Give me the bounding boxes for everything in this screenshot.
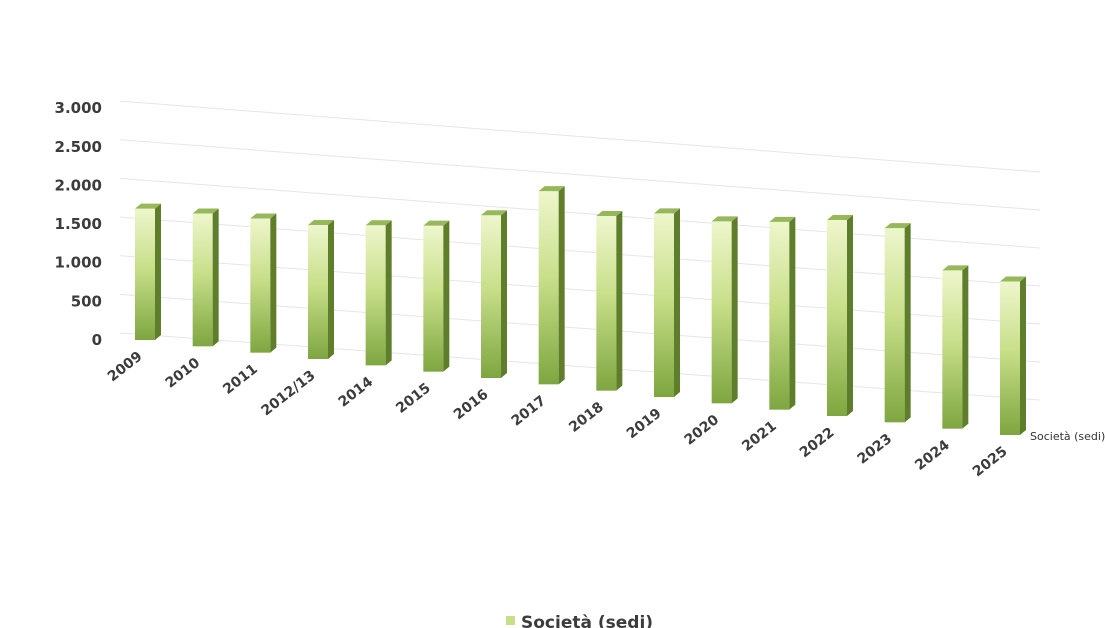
x-tick-label: 2021 xyxy=(739,418,780,455)
bar xyxy=(308,219,334,359)
bar-front xyxy=(135,208,155,340)
bar xyxy=(596,211,623,391)
bar-top xyxy=(423,220,450,226)
x-tick-label: 2010 xyxy=(163,355,204,392)
bar-front xyxy=(711,221,732,404)
bar xyxy=(827,215,853,416)
bar xyxy=(365,220,392,366)
bar-side xyxy=(674,208,680,397)
bar xyxy=(538,186,565,385)
bar xyxy=(711,216,738,404)
bar-top xyxy=(596,211,623,217)
bar-side xyxy=(847,215,853,416)
bar-side xyxy=(616,211,623,391)
y-tick-label: 1.500 xyxy=(55,215,102,233)
bar-side xyxy=(155,203,161,340)
y-tick-label: 0 xyxy=(92,331,102,349)
bar-top xyxy=(1000,276,1026,282)
legend-label: Società (sedi) xyxy=(521,613,653,628)
x-tick-label: 2018 xyxy=(566,399,607,436)
x-tick-label: 2015 xyxy=(393,380,434,417)
bar-top xyxy=(192,208,219,214)
y-tick-label: 2.000 xyxy=(55,176,102,194)
gridline xyxy=(119,100,1041,173)
x-tick-label: 2012/13 xyxy=(259,368,319,420)
bar xyxy=(769,216,796,410)
bar-side xyxy=(270,213,277,353)
bar-top xyxy=(769,216,796,222)
bar-top xyxy=(135,203,161,209)
bar xyxy=(135,203,161,340)
x-tick-label: 2025 xyxy=(970,444,1011,481)
y-tick-label: 1.000 xyxy=(55,254,102,272)
legend: Società (sedi) xyxy=(506,613,653,628)
bar-side xyxy=(1020,276,1026,435)
bar-top xyxy=(308,219,334,225)
bar-top xyxy=(654,208,680,214)
bar xyxy=(884,223,911,423)
x-tick-label: 2014 xyxy=(336,374,377,411)
bar-top xyxy=(884,223,911,229)
bar-front xyxy=(654,213,674,397)
bar-front xyxy=(423,225,444,372)
bar-front xyxy=(192,213,213,347)
bar-front xyxy=(365,225,386,366)
x-tick-label: 2019 xyxy=(624,406,665,443)
bar-front xyxy=(942,270,963,429)
bar-side xyxy=(501,210,507,378)
x-tick-label: 2009 xyxy=(105,349,146,386)
bar-top xyxy=(481,210,507,216)
bar-front xyxy=(596,216,617,391)
bar-front xyxy=(827,220,847,416)
x-tick-label: 2011 xyxy=(220,361,261,398)
y-tick-label: 3.000 xyxy=(55,99,102,117)
bar-side xyxy=(328,219,334,359)
bar-front xyxy=(538,191,559,385)
bar xyxy=(481,210,507,378)
bar-front xyxy=(1000,281,1020,435)
legend-swatch xyxy=(506,616,515,625)
bar xyxy=(192,208,219,347)
x-tick-label: 2017 xyxy=(509,393,550,430)
bar-top xyxy=(942,265,969,271)
bar xyxy=(423,220,450,372)
bar-front xyxy=(308,224,328,359)
bar xyxy=(250,213,277,353)
bar-side xyxy=(962,265,969,429)
x-tick-label: 2022 xyxy=(797,425,838,462)
gridline xyxy=(119,139,1041,211)
x-tick-label: 2024 xyxy=(912,437,953,474)
bar-side xyxy=(789,216,796,410)
bar-top xyxy=(538,186,565,192)
bar-front xyxy=(250,218,271,353)
bar-side xyxy=(904,223,911,423)
x-tick-label: 2016 xyxy=(451,387,492,424)
bar-side xyxy=(443,220,450,372)
bar-top xyxy=(365,220,392,226)
y-axis: 0 500 1.000 1.500 2.000 2.500 3.000 xyxy=(55,99,102,349)
bar-front xyxy=(769,221,790,410)
x-tick-label: 2023 xyxy=(855,431,896,468)
bar-side xyxy=(212,208,219,347)
y-tick-label: 500 xyxy=(71,292,102,310)
y-tick-label: 2.500 xyxy=(55,138,102,156)
bar-side xyxy=(558,186,565,385)
bar-side xyxy=(385,220,392,366)
bar xyxy=(1000,276,1026,435)
bar-top xyxy=(711,216,738,222)
bar-top xyxy=(827,215,853,221)
bar-front xyxy=(481,215,501,378)
bar xyxy=(942,265,969,429)
bars xyxy=(135,186,1026,435)
bar-front xyxy=(884,228,905,423)
bar-side xyxy=(731,216,738,404)
bar xyxy=(654,208,680,397)
bar-top xyxy=(250,213,277,219)
depth-axis-label: Società (sedi) xyxy=(1030,430,1105,443)
x-tick-label: 2020 xyxy=(682,412,723,449)
